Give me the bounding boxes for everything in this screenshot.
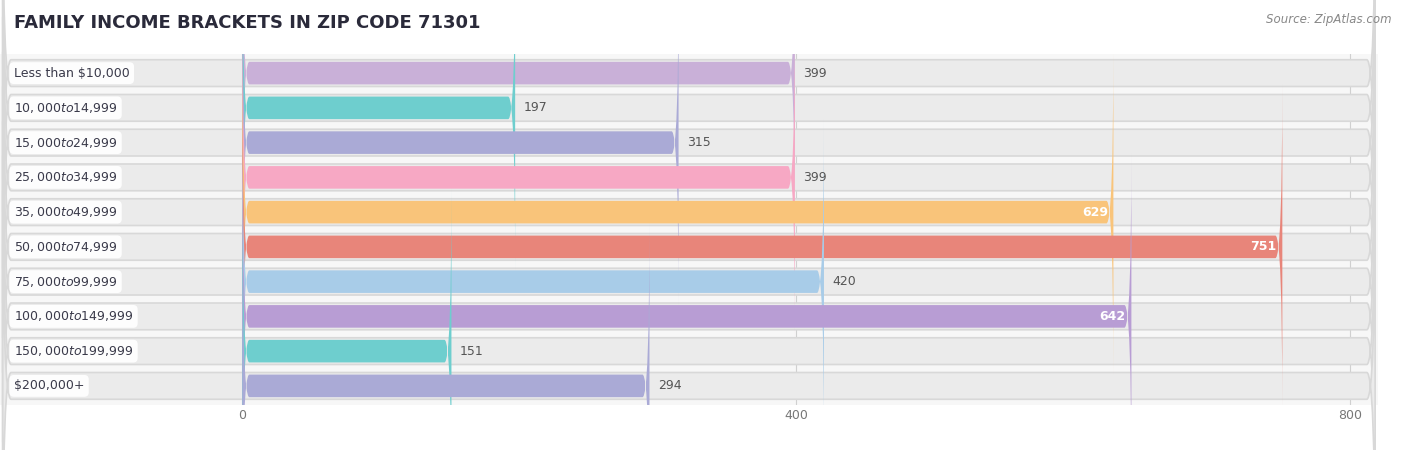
FancyBboxPatch shape: [3, 17, 1375, 407]
FancyBboxPatch shape: [3, 86, 1375, 450]
Text: 420: 420: [832, 275, 856, 288]
Text: 151: 151: [460, 345, 484, 358]
FancyBboxPatch shape: [242, 0, 515, 270]
FancyBboxPatch shape: [242, 50, 1114, 374]
Text: $200,000+: $200,000+: [14, 379, 84, 392]
FancyBboxPatch shape: [242, 0, 679, 305]
Text: $35,000 to $49,999: $35,000 to $49,999: [14, 205, 117, 219]
Text: 399: 399: [803, 171, 827, 184]
FancyBboxPatch shape: [3, 0, 1375, 338]
Text: 642: 642: [1099, 310, 1126, 323]
FancyBboxPatch shape: [3, 0, 1375, 303]
FancyBboxPatch shape: [242, 15, 794, 340]
Text: $75,000 to $99,999: $75,000 to $99,999: [14, 274, 117, 288]
FancyBboxPatch shape: [242, 154, 1132, 450]
FancyBboxPatch shape: [3, 0, 1375, 373]
FancyBboxPatch shape: [3, 191, 1375, 450]
Text: $25,000 to $34,999: $25,000 to $34,999: [14, 171, 117, 184]
Text: $100,000 to $149,999: $100,000 to $149,999: [14, 310, 134, 324]
FancyBboxPatch shape: [242, 119, 824, 444]
FancyBboxPatch shape: [3, 156, 1375, 450]
Text: $10,000 to $14,999: $10,000 to $14,999: [14, 101, 117, 115]
FancyBboxPatch shape: [242, 85, 1282, 410]
Text: $150,000 to $199,999: $150,000 to $199,999: [14, 344, 134, 358]
Text: 399: 399: [803, 67, 827, 80]
Text: $15,000 to $24,999: $15,000 to $24,999: [14, 135, 117, 149]
FancyBboxPatch shape: [3, 0, 1375, 268]
FancyBboxPatch shape: [3, 52, 1375, 442]
Text: 197: 197: [523, 101, 547, 114]
Text: 629: 629: [1081, 206, 1108, 219]
Text: 315: 315: [688, 136, 710, 149]
FancyBboxPatch shape: [242, 189, 451, 450]
Text: FAMILY INCOME BRACKETS IN ZIP CODE 71301: FAMILY INCOME BRACKETS IN ZIP CODE 71301: [14, 14, 481, 32]
FancyBboxPatch shape: [242, 223, 650, 450]
Text: Less than $10,000: Less than $10,000: [14, 67, 129, 80]
Text: 294: 294: [658, 379, 682, 392]
Text: Source: ZipAtlas.com: Source: ZipAtlas.com: [1267, 14, 1392, 27]
FancyBboxPatch shape: [242, 0, 794, 236]
Text: 751: 751: [1250, 240, 1277, 253]
FancyBboxPatch shape: [3, 121, 1375, 450]
Text: $50,000 to $74,999: $50,000 to $74,999: [14, 240, 117, 254]
